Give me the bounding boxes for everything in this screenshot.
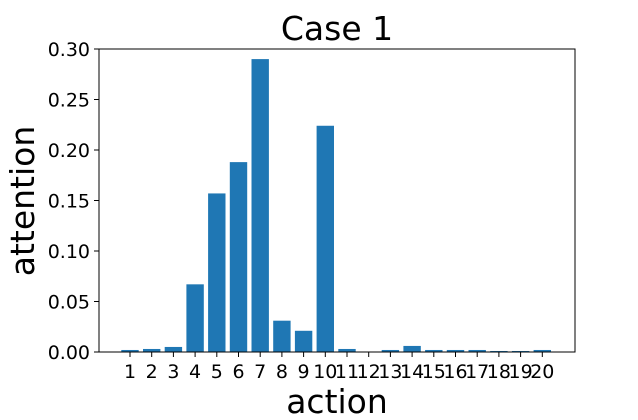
bar-1 — [121, 349, 139, 352]
bar-6 — [229, 162, 248, 352]
bar-18 — [490, 350, 508, 352]
x-tick-label: 3 — [167, 361, 179, 383]
x-axis-label: action — [286, 382, 388, 420]
x-tick-label: 10 — [313, 361, 337, 383]
x-tick-label: 1 — [124, 361, 136, 383]
plot-frame — [98, 48, 576, 353]
x-tick-label: 16 — [443, 361, 467, 383]
bar-4 — [186, 284, 204, 352]
bars — [121, 59, 551, 352]
bar-20 — [533, 349, 551, 352]
y-tick-label: 0.15 — [48, 191, 90, 213]
x-tick-label: 15 — [422, 361, 446, 383]
bar-14 — [403, 345, 421, 352]
x-tick-label: 4 — [189, 361, 201, 383]
y-tick-label: 0.20 — [48, 140, 90, 162]
bar-17 — [468, 349, 486, 352]
bar-16 — [446, 349, 465, 352]
bar-13 — [381, 349, 400, 352]
bar-5 — [208, 193, 226, 352]
chart-title: Case 1 — [281, 9, 393, 48]
bar-19 — [511, 350, 530, 352]
y-axis-label: attention — [3, 126, 42, 277]
x-tick-label: 14 — [400, 361, 424, 383]
bar-7 — [251, 59, 269, 352]
axes: 1 2 3 4 5 6 7 8 9 10111213141516171819200.000.050… — [48, 39, 576, 383]
x-tick-label: 8 — [276, 361, 288, 383]
bar-15 — [425, 349, 443, 352]
y-tick-label: 0.00 — [48, 342, 90, 364]
x-tick-label: 19 — [509, 361, 533, 383]
x-tick-label: 2 — [146, 361, 158, 383]
x-tick-label: 12 — [357, 361, 381, 383]
y-tick-label: 0.05 — [48, 292, 90, 314]
bar-10 — [316, 125, 334, 352]
x-tick-label: 11 — [335, 361, 359, 383]
bar-3 — [164, 346, 183, 352]
bar-8 — [273, 320, 291, 352]
x-tick-label: 7 — [254, 361, 266, 383]
x-tick-label: 17 — [465, 361, 489, 383]
x-tick-label: 13 — [378, 361, 402, 383]
y-tick-label: 0.25 — [48, 90, 90, 112]
bar-9 — [294, 330, 313, 352]
bar-2 — [143, 348, 161, 352]
y-tick-label: 0.10 — [48, 241, 90, 263]
x-tick-label: 6 — [232, 361, 244, 383]
bar-11 — [338, 348, 356, 352]
y-tick-label: 0.30 — [48, 39, 90, 61]
x-tick-label: 9 — [298, 361, 310, 383]
x-tick-label: 5 — [211, 361, 223, 383]
x-tick-label: 18 — [487, 361, 511, 383]
x-tick-label: 20 — [530, 361, 554, 383]
